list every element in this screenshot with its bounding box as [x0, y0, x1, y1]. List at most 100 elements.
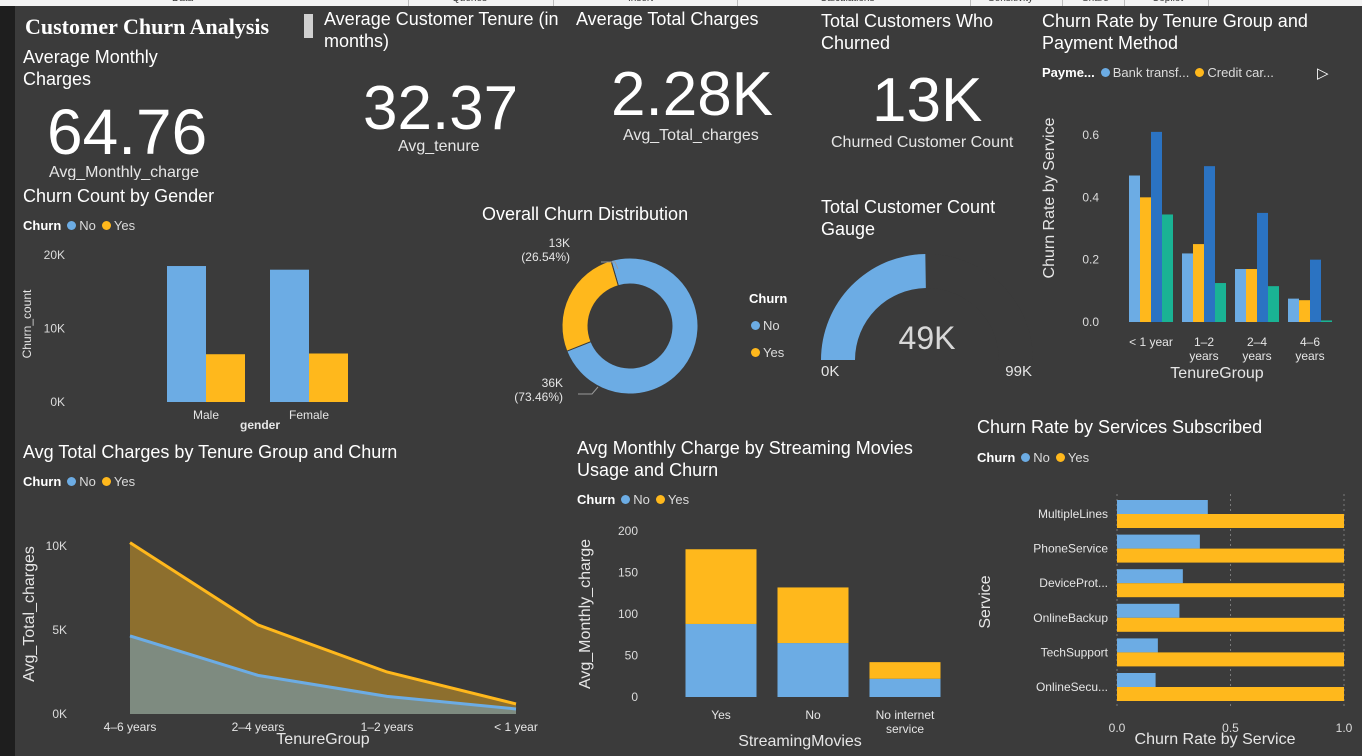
services-legend-yes: Yes — [1067, 450, 1090, 465]
ribbon-data-tab[interactable]: Data — [172, 0, 193, 4]
area-line-no[interactable] — [129, 634, 517, 711]
tenure-payment-plot: Churn Rate by Service 0.0 0.2 0.4 0.6 < 1 y… — [1041, 117, 1332, 382]
kpi-tenure-label: Avg_tenure — [398, 138, 480, 155]
tp-bar-0-2[interactable] — [1151, 131, 1162, 322]
services-bar-yes-3[interactable] — [1117, 617, 1344, 632]
gender-bar-male-no[interactable] — [167, 266, 206, 402]
tp-bar-1-0[interactable] — [1182, 253, 1193, 322]
services-legend-dot-no — [1021, 453, 1031, 462]
ribbon-insert-tab[interactable]: Insert — [628, 0, 653, 4]
tp-bar-1-2[interactable] — [1204, 166, 1215, 322]
gauge-fill[interactable] — [821, 254, 926, 360]
tp-bar-2-3[interactable] — [1268, 286, 1279, 322]
legend-dot-yes — [101, 221, 111, 230]
gender-bar-male-yes[interactable] — [206, 354, 245, 402]
donut-legend-yes: Yes — [763, 345, 785, 360]
tp-xtick-2: 2–4 years — [1242, 335, 1271, 363]
gender-ytick-2: 20K — [44, 248, 65, 262]
area-legend-dot-no — [67, 477, 77, 486]
ribbon-calculations-tab[interactable]: Calculations — [820, 0, 874, 4]
gender-ytick-0: 0K — [50, 395, 65, 409]
area-ytick-0: 0K — [52, 707, 67, 721]
area-ytick-2: 10K — [46, 539, 67, 553]
streaming-bar-0-no[interactable] — [685, 623, 757, 697]
streaming-legend-dot-yes — [655, 495, 665, 504]
services-bar-no-1[interactable] — [1117, 534, 1200, 549]
services-bar-no-0[interactable] — [1117, 500, 1208, 514]
streaming-bar-1-yes[interactable] — [777, 587, 849, 644]
ribbon-copilot-tab[interactable]: Copilot — [1152, 0, 1183, 4]
services-bar-no-4[interactable] — [1117, 638, 1158, 653]
tp-bar-1-3[interactable] — [1215, 283, 1226, 322]
gender-ytick-1: 10K — [44, 322, 65, 336]
area-ytick-1: 5K — [52, 623, 67, 637]
legend-next-arrow-icon[interactable]: ▷ — [1317, 65, 1329, 82]
streaming-bar-2-yes[interactable] — [869, 662, 941, 679]
services-bar-no-5[interactable] — [1117, 673, 1156, 687]
tp-bar-0-1[interactable] — [1140, 197, 1151, 322]
streaming-bar-2-no[interactable] — [869, 678, 941, 697]
streaming-bar-1-no[interactable] — [777, 643, 849, 697]
streaming-legend-dot-no — [621, 495, 631, 504]
services-ytick-5: OnlineSecu... — [1036, 680, 1108, 694]
services-bar-yes-5[interactable] — [1117, 687, 1344, 701]
tenure-payment-xlabel: TenureGroup — [1170, 365, 1263, 382]
kpi-monthly-value: 64.76 — [47, 96, 208, 168]
kpi-total-value: 2.28K — [611, 60, 774, 129]
streaming-ytick-3: 150 — [618, 566, 638, 580]
gender-xlabel: gender — [240, 418, 280, 432]
legend-dot-no — [67, 221, 77, 230]
services-legend-title: Churn — [977, 450, 1016, 465]
tp-bar-3-1[interactable] — [1299, 300, 1310, 322]
gender-title: Churn Count by Gender — [23, 186, 215, 206]
legend-dot-credit — [1195, 68, 1205, 77]
area-xtick-3: < 1 year — [494, 720, 538, 734]
services-xlabel: Churn Rate by Service — [1135, 731, 1296, 748]
donut-legend: Churn No Yes — [749, 285, 787, 366]
tp-bar-3-3[interactable] — [1321, 320, 1332, 322]
area-line-yes[interactable] — [129, 541, 517, 706]
streaming-legend: Churn No Yes — [577, 492, 689, 507]
legend-churn-label: Churn — [23, 218, 62, 233]
donut-yes-pct: (26.54%) — [521, 250, 570, 264]
kpi-tenure-title: Average Customer Tenure (in months) — [324, 9, 559, 51]
ribbon-share-tab[interactable]: Share — [1082, 0, 1109, 4]
tp-bar-0-3[interactable] — [1162, 214, 1173, 322]
ribbon-sensitivity-tab[interactable]: Sensitivity — [988, 0, 1033, 4]
donut-slice-no[interactable] — [566, 257, 699, 395]
services-bar-yes-1[interactable] — [1117, 548, 1344, 563]
streaming-legend-no: No — [633, 492, 650, 507]
services-bar-yes-2[interactable] — [1117, 583, 1344, 598]
services-ytick-0: MultipleLines — [1038, 507, 1108, 521]
tp-ytick-3: 0.6 — [1082, 128, 1099, 142]
tp-bar-3-2[interactable] — [1310, 259, 1321, 322]
gender-bar-female-yes[interactable] — [309, 353, 348, 402]
area-legend-dot-yes — [101, 477, 111, 486]
donut-plot: 13K (26.54%) 36K (73.46%) — [514, 236, 699, 404]
services-ytick-4: TechSupport — [1041, 645, 1109, 659]
kpi-monthly-label-clip: Avg_Monthly_charge — [45, 164, 215, 180]
area-xtick-2: 1–2 years — [361, 720, 414, 734]
donut-legend-no: No — [763, 318, 780, 333]
donut-yes-value: 13K — [549, 236, 570, 250]
streaming-bar-0-yes[interactable] — [685, 549, 757, 624]
streaming-ylabel: Avg_Monthly_charge — [577, 539, 594, 689]
services-bar-yes-0[interactable] — [1117, 514, 1344, 528]
services-ylabel: Service — [977, 575, 994, 628]
gender-bar-female-no[interactable] — [270, 269, 309, 402]
tp-bar-1-1[interactable] — [1193, 244, 1204, 322]
tp-xtick-0: < 1 year — [1129, 335, 1173, 349]
tp-bar-3-0[interactable] — [1288, 298, 1299, 322]
tp-bar-0-0[interactable] — [1129, 175, 1140, 322]
donut-slice-yes[interactable] — [561, 260, 619, 352]
services-plot: Service 0.0 0.5 1.0 MultipleLines PhoneServ… — [977, 494, 1353, 748]
tp-bar-2-2[interactable] — [1257, 212, 1268, 322]
tp-bar-2-0[interactable] — [1235, 269, 1246, 322]
tenure-payment-legend: Payme... Bank transf... Credit car... — [1042, 65, 1274, 80]
services-bar-no-2[interactable] — [1117, 569, 1183, 584]
ribbon-queries-tab[interactable]: Queries — [452, 0, 487, 4]
services-bar-yes-4[interactable] — [1117, 652, 1344, 667]
services-bar-no-3[interactable] — [1117, 603, 1180, 618]
services-xtick-1: 0.5 — [1222, 721, 1239, 735]
tp-bar-2-1[interactable] — [1246, 269, 1257, 322]
